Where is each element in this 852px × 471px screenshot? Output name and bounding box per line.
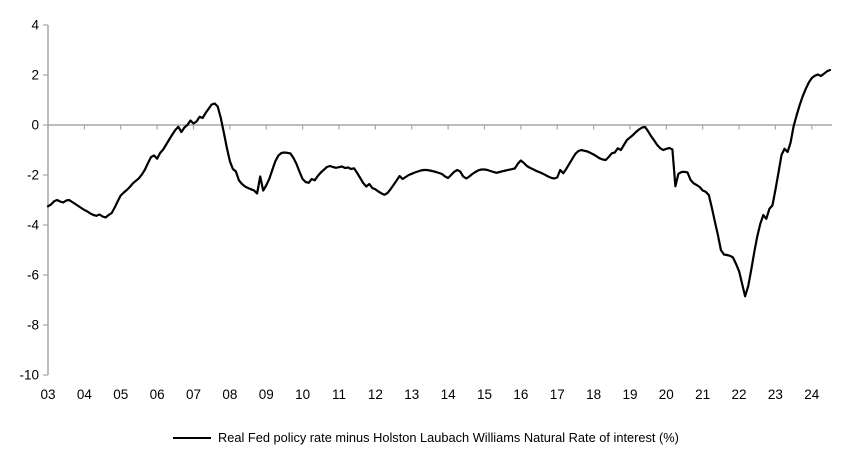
y-tick-label: -4 bbox=[27, 218, 39, 233]
y-tick-label: -6 bbox=[27, 268, 39, 283]
legend: Real Fed policy rate minus Holston Lauba… bbox=[0, 430, 852, 445]
x-tick-label: 24 bbox=[804, 387, 820, 402]
line-chart-plot: 03 04 05 06 07 08 09 10 11 12 13 14 15 16 17 18 19 20 21 22… bbox=[19, 18, 832, 402]
data-series-line bbox=[46, 68, 832, 298]
x-tick-label: 03 bbox=[40, 387, 55, 402]
x-tick-label: 23 bbox=[768, 387, 783, 402]
x-tick-label: 15 bbox=[477, 387, 492, 402]
y-tick-label: 4 bbox=[31, 18, 39, 33]
y-tick-label: -8 bbox=[27, 318, 39, 333]
x-tick-label: 04 bbox=[77, 387, 93, 402]
x-tick-label: 18 bbox=[586, 387, 601, 402]
y-tick-label: -10 bbox=[19, 368, 39, 383]
x-tick-label: 22 bbox=[732, 387, 747, 402]
x-tick-label: 19 bbox=[622, 387, 637, 402]
y-tick-label: 2 bbox=[31, 68, 39, 83]
y-tick-label: 0 bbox=[31, 118, 39, 133]
x-tick-label: 08 bbox=[222, 387, 237, 402]
legend-line-marker bbox=[173, 436, 212, 439]
y-tick-label: -2 bbox=[27, 168, 39, 183]
x-tick-label: 11 bbox=[332, 387, 346, 402]
x-tick-label: 17 bbox=[550, 387, 565, 402]
x-tick-label: 20 bbox=[659, 387, 674, 402]
x-tick-label: 10 bbox=[295, 387, 310, 402]
legend-label: Real Fed policy rate minus Holston Lauba… bbox=[218, 430, 679, 445]
x-tick-label: 16 bbox=[513, 387, 528, 402]
x-tick-label: 05 bbox=[113, 387, 128, 402]
x-tick-label: 12 bbox=[368, 387, 383, 402]
x-tick-label: 09 bbox=[259, 387, 274, 402]
x-tick-label: 14 bbox=[441, 387, 457, 402]
x-tick-label: 21 bbox=[695, 387, 710, 402]
x-tick-label: 13 bbox=[404, 387, 419, 402]
x-tick-label: 07 bbox=[186, 387, 201, 402]
x-tick-label: 06 bbox=[150, 387, 165, 402]
